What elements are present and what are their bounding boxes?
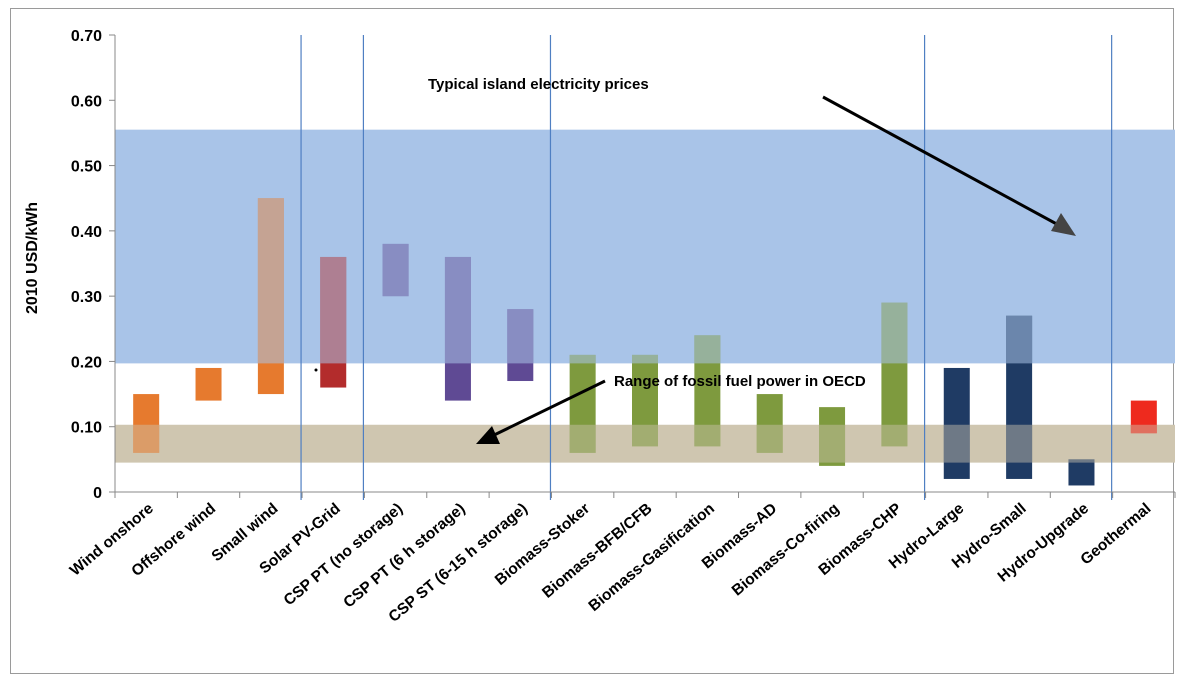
bar-band-overlap <box>133 424 160 453</box>
bar-band-overlap <box>444 256 471 364</box>
range-bar <box>1068 459 1095 486</box>
bar-band-overlap <box>632 354 658 364</box>
y-tick-label: 0.40 <box>71 224 102 241</box>
bar-band-overlap <box>1006 315 1033 364</box>
y-tick-label: 0.50 <box>71 159 102 176</box>
range-bar <box>819 407 846 466</box>
bar-band-overlap <box>756 424 783 453</box>
range-bar <box>1130 400 1157 434</box>
bar-band-overlap <box>569 424 596 453</box>
y-axis-label: 2010 USD/kWh <box>24 202 41 314</box>
y-tick-label: 0 <box>93 485 102 502</box>
bar-band-overlap <box>569 354 596 364</box>
y-tick-label: 0.70 <box>71 28 102 45</box>
annotations-layer: Typical island electricity prices Range … <box>314 76 1076 444</box>
bar-band-overlap <box>382 243 409 297</box>
bar-band-overlap <box>694 424 721 447</box>
arrow-fossil-line <box>487 379 606 440</box>
y-tick-label: 0.10 <box>71 420 102 437</box>
x-category-label: CSP PT (no storage) <box>281 500 407 609</box>
range-bar <box>133 394 160 453</box>
x-category-label: Biomass-BFB/CFB <box>539 500 655 602</box>
y-tick-label: 0.30 <box>71 289 102 306</box>
y-tick-label: 0.60 <box>71 93 102 110</box>
annotation-island-prices: Typical island electricity prices <box>428 76 649 93</box>
arrow-island-head <box>1051 213 1076 236</box>
stray-dot-mark <box>314 368 318 372</box>
range-bar <box>632 354 658 447</box>
arrow-fossil-head <box>476 426 500 444</box>
bar-band-overlap <box>881 302 908 364</box>
range-bar <box>943 367 970 479</box>
x-category-label: CSP PT (6 h storage) <box>340 500 468 611</box>
bands-layer <box>115 129 1175 463</box>
bar-band-overlap <box>881 424 908 447</box>
arrow-island-line <box>822 95 1065 230</box>
bar-band-overlap <box>819 424 846 463</box>
x-category-label: Biomass-Co-firing <box>729 500 843 599</box>
bar-band-overlap <box>257 198 284 364</box>
annotation-fossil-range: Range of fossil fuel power in OECD <box>614 373 866 390</box>
bar-band-overlap <box>1068 459 1095 463</box>
bar-band-overlap <box>632 424 658 447</box>
bar-band-overlap <box>320 256 347 364</box>
bar-band-overlap <box>1006 424 1033 463</box>
dividers-layer <box>300 35 1113 500</box>
range-bar <box>195 367 222 401</box>
bar-band-overlap <box>1130 424 1157 434</box>
range-bar <box>756 394 783 453</box>
overlay-layer <box>133 198 1157 463</box>
range-bar <box>569 354 596 453</box>
y-tick-labels: 0 0.10 0.20 0.30 0.40 0.50 0.60 0.70 <box>71 28 115 502</box>
y-tick-label: 0.20 <box>71 354 102 371</box>
bar-band-overlap <box>507 309 534 364</box>
band-0 <box>115 129 1175 364</box>
bar-band-overlap <box>943 424 970 463</box>
bar-band-overlap <box>694 335 721 364</box>
axes-layer <box>114 35 1175 493</box>
x-category-label: Biomass-Gasification <box>586 500 718 615</box>
